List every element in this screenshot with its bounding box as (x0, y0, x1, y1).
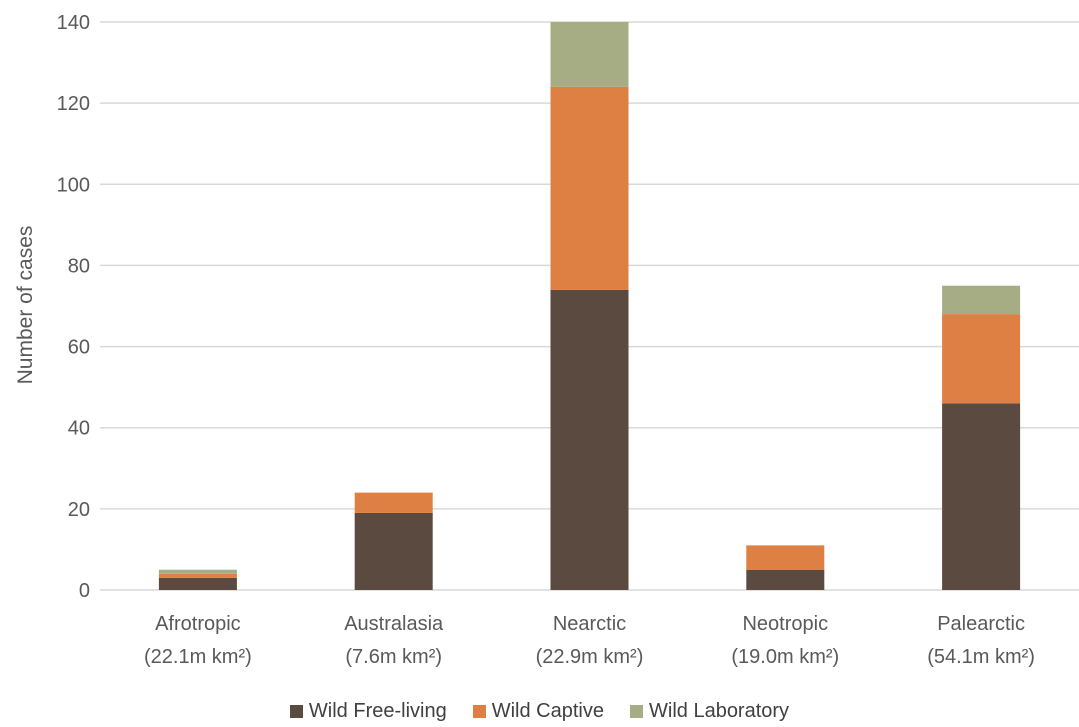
x-category-label: Palearctic (937, 613, 1025, 635)
x-category-sublabel: (7.6m km²) (345, 646, 442, 668)
y-tick-label: 60 (68, 337, 90, 359)
legend-swatch (472, 705, 486, 718)
x-category-sublabel: (19.0m km²) (731, 646, 839, 668)
legend-label: Wild Laboratory (649, 700, 790, 722)
legend-label: Wild Captive (491, 700, 604, 722)
y-axis-label: Number of cases (14, 226, 37, 385)
bar-segment (942, 403, 1021, 590)
legend: Wild Free-living Wild Captive Wild Laborat… (0, 700, 1079, 723)
legend-item: Wild Captive (472, 700, 604, 723)
bar-segment (354, 512, 433, 590)
bar-segment (158, 573, 237, 578)
bars (158, 22, 1021, 590)
legend-swatch (630, 705, 643, 718)
x-category-label: Nearctic (553, 613, 626, 635)
stacked-bar-chart: 0 20 40 60 80 100 120 140 Afrotropic (22.1m km²)… (14, 12, 1079, 668)
x-category-label: Australasia (344, 613, 444, 635)
y-tick-label: 40 (68, 418, 90, 440)
y-tick-label: 0 (79, 580, 90, 602)
x-category-sublabel: (22.1m km²) (144, 646, 252, 668)
legend-item: Wild Laboratory (630, 700, 789, 723)
legend-label: Wild Free-living (308, 700, 447, 722)
bar-segment (158, 577, 237, 590)
x-category-sublabel: (22.9m km²) (536, 646, 644, 668)
legend-swatch (289, 705, 303, 718)
y-tick-label: 80 (68, 255, 90, 277)
y-tick-label: 120 (57, 93, 90, 115)
x-category-sublabel: (54.1m km²) (927, 646, 1035, 668)
bar-segment (942, 285, 1021, 315)
bar-segment (942, 314, 1021, 404)
bar-segment (158, 569, 237, 574)
bar-segment (746, 569, 825, 590)
bar-segment (550, 289, 629, 590)
bar-segment (550, 22, 629, 87)
bar-segment (746, 545, 825, 570)
x-category-labels: Afrotropic (22.1m km²) Australasia (7.6m km… (144, 613, 1035, 668)
x-category-label: Afrotropic (155, 613, 241, 635)
y-tick-label: 140 (57, 12, 90, 34)
y-tick-label: 20 (68, 499, 90, 521)
x-category-label: Neotropic (742, 613, 828, 635)
y-tick-label: 100 (57, 174, 90, 196)
y-tick-labels: 0 20 40 60 80 100 120 140 (57, 12, 90, 602)
bar-segment (354, 492, 433, 513)
legend-item: Wild Free-living (289, 700, 447, 723)
bar-segment (550, 86, 629, 290)
